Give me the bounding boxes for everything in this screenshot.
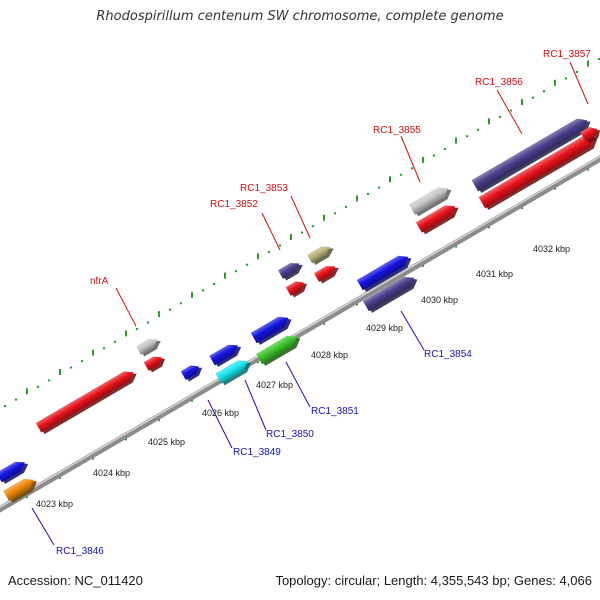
gene-rc1-3850[interactable] [215,355,254,386]
gene-rc1-3855[interactable] [408,182,455,217]
gene-blue[interactable] [250,312,295,346]
gene-nfrA[interactable] [135,334,163,357]
gene-rc1-3856[interactable] [471,114,594,194]
scale-label: 4025 kbp [148,437,185,447]
scale-label: 4031 kbp [476,269,513,279]
gene-label[interactable]: RC1_3857 [543,49,591,60]
leader-line [207,399,233,449]
scale-label: 4023 kbp [36,499,73,509]
map-title: Rhodospirillum centenum SW chromosome, c… [96,9,504,24]
gene-label[interactable]: RC1_3852 [210,199,258,210]
gene-label[interactable]: RC1_3853 [240,183,288,194]
gene-label[interactable]: RC1_3855 [373,125,421,136]
gene-red[interactable] [478,131,600,211]
scale-label: 4024 kbp [93,468,130,478]
gene-label[interactable]: RC1_3846 [56,546,104,557]
gene-blue[interactable] [209,340,244,368]
gene-rc1-3849[interactable] [180,361,205,382]
gene-rc1-3852[interactable] [277,258,305,281]
gene-red[interactable] [285,277,310,298]
gene-label[interactable]: RC1_3854 [424,349,472,360]
gene-rc1-3846[interactable] [3,474,40,504]
leader-line [261,212,281,251]
leader-line [285,361,311,408]
gene-rc1-3854[interactable] [362,272,421,314]
leader-line [290,195,311,239]
leader-line [115,287,137,327]
leader-line [496,89,523,135]
scale-label: 4026 kbp [202,408,239,418]
gene-blue[interactable] [356,251,415,293]
gene-label[interactable]: RC1_3856 [475,77,523,88]
scale-label: 4030 kbp [421,295,458,305]
leader-line [400,310,425,351]
scale-label: 4029 kbp [366,323,403,333]
leader-line [31,507,55,546]
leader-line [569,61,589,105]
gene-red[interactable] [143,352,168,373]
gene-rc1-3853[interactable] [307,242,336,266]
gene-red[interactable] [313,261,341,284]
leader-line [244,379,267,431]
accession-text: Accession: NC_011420 [8,573,143,588]
gene-rc1-3857[interactable] [580,123,600,144]
gene-blue[interactable] [0,457,31,485]
scale-label: 4032 kbp [533,244,570,254]
scale-label: 4028 kbp [311,350,348,360]
gene-red-large[interactable] [35,367,140,436]
chromosome-backbone [0,155,600,513]
scale-label: 4027 kbp [256,380,293,390]
topology-text: Topology: circular; Length: 4,355,543 bp… [275,573,592,588]
gene-label[interactable]: nfrA [90,276,109,287]
gene-red[interactable] [415,200,462,235]
outer-scale-ticks [3,58,600,408]
leader-line [400,135,421,183]
gene-label[interactable]: RC1_3851 [311,406,359,417]
gene-label[interactable]: RC1_3850 [266,429,314,440]
gene-rc1-3851[interactable] [255,331,303,367]
gene-label[interactable]: RC1_3849 [233,447,281,458]
